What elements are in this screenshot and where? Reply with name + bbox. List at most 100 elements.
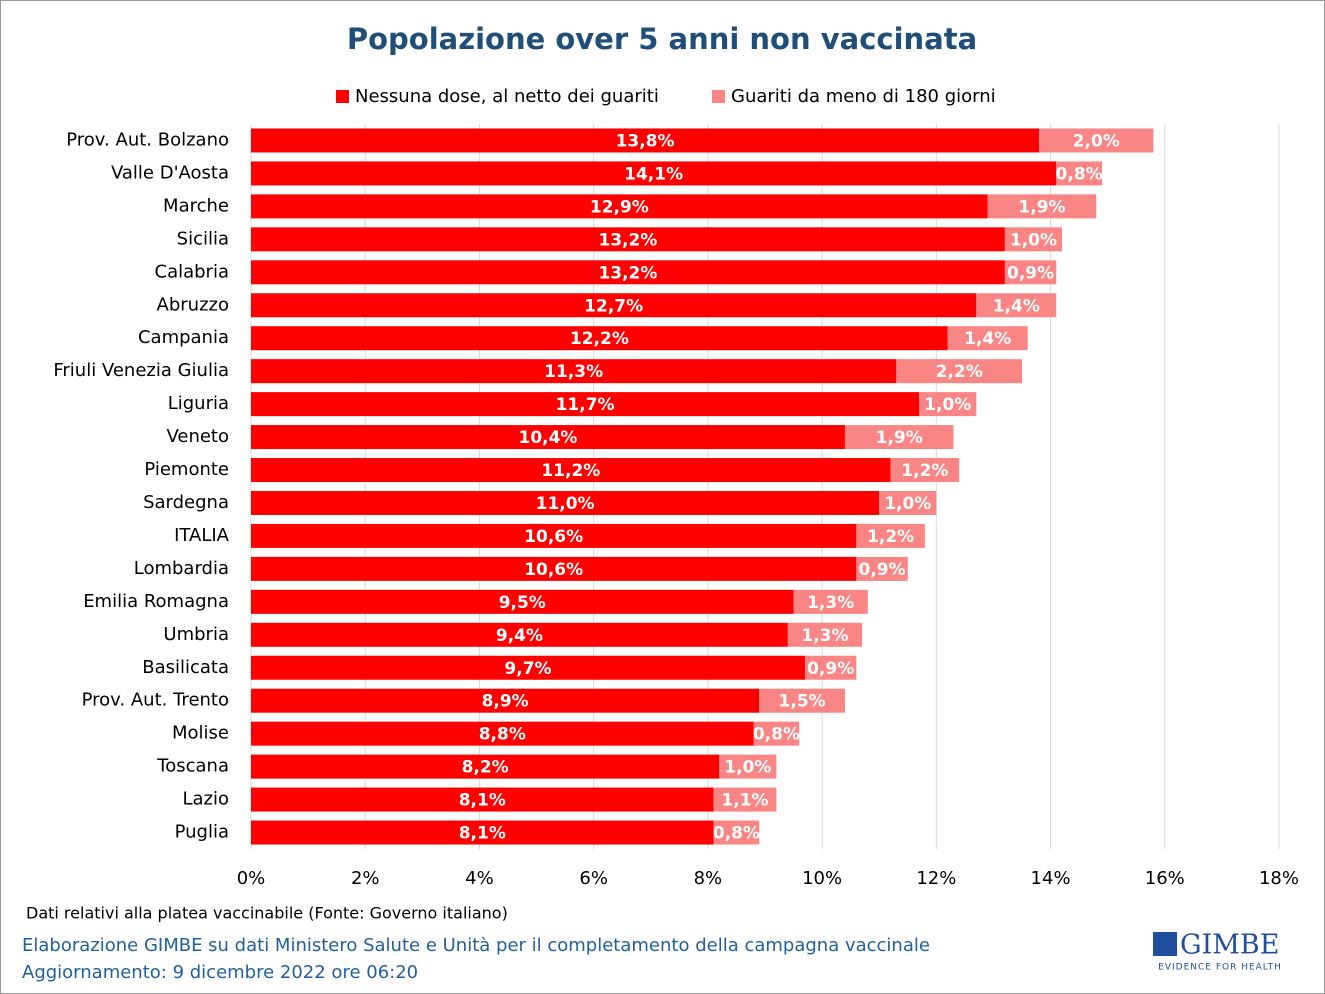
y-tick-label: Liguria <box>168 393 229 414</box>
bar-segment <box>856 523 925 548</box>
x-tick-label: 0% <box>237 868 266 889</box>
bar-segment <box>1004 260 1057 285</box>
bar-segment <box>793 589 868 614</box>
bar-segment <box>251 523 857 548</box>
data-label: 14,1% <box>624 164 683 184</box>
data-label: 2,0% <box>1073 131 1120 151</box>
bar-segment <box>251 260 1005 285</box>
bar-segment <box>251 326 948 351</box>
bar-segment <box>753 721 800 746</box>
bar-segment <box>879 490 937 515</box>
bar-segment <box>251 556 857 581</box>
legend-label: Guariti da meno di 180 giorni <box>731 86 996 107</box>
logo-tagline: EVIDENCE FOR HEALTH <box>1158 963 1282 973</box>
bar-segment <box>251 359 897 384</box>
bar-segment <box>251 622 788 647</box>
bar-segment <box>251 161 1057 186</box>
data-label: 1,3% <box>801 626 848 646</box>
bar-segment <box>251 754 720 779</box>
bar-segment <box>251 820 714 845</box>
bar-segment <box>251 655 805 680</box>
y-tick-label: Puglia <box>175 822 229 843</box>
y-tick-label: Lazio <box>182 789 229 810</box>
note: Dati relativi alla platea vaccinabile (F… <box>26 904 508 923</box>
note: Aggiornamento: 9 dicembre 2022 ore 06:20 <box>22 962 418 983</box>
y-tick-label: Veneto <box>166 426 229 447</box>
data-label: 0,9% <box>807 659 854 679</box>
data-label: 9,7% <box>504 659 551 679</box>
bar-segment <box>251 128 1040 153</box>
data-label: 8,1% <box>459 824 506 844</box>
legend-label: Nessuna dose, al netto dei guariti <box>355 86 659 107</box>
bar-segment <box>787 622 863 647</box>
bar-segment <box>251 688 760 713</box>
bar-segment <box>251 425 845 450</box>
data-label: 1,9% <box>876 428 923 448</box>
y-tick-label: Marche <box>163 195 229 216</box>
y-tick-label: Emilia Romagna <box>83 591 229 612</box>
bar-segment <box>251 194 988 219</box>
data-label: 11,2% <box>541 461 600 481</box>
y-tick-label: Umbria <box>163 624 229 645</box>
data-label: 8,2% <box>462 758 509 778</box>
data-label: 1,4% <box>993 296 1040 316</box>
data-label: 8,9% <box>482 692 529 712</box>
bar-segment <box>856 556 908 581</box>
x-tick-label: 8% <box>694 868 723 889</box>
data-label: 0,9% <box>1007 263 1054 283</box>
data-label: 1,4% <box>964 329 1011 349</box>
bar-segment <box>976 293 1057 318</box>
y-tick-label: ITALIA <box>174 525 230 546</box>
data-label: 11,3% <box>544 362 603 382</box>
data-label: 11,7% <box>556 395 615 415</box>
data-label: 12,7% <box>584 296 643 316</box>
bar-segment <box>759 688 845 713</box>
y-tick-label: Friuli Venezia Giulia <box>53 360 229 381</box>
data-label: 1,3% <box>807 593 854 613</box>
bar-segment <box>1039 128 1154 153</box>
bar-segment <box>804 655 857 680</box>
x-tick-label: 4% <box>465 868 494 889</box>
y-tick-label: Lombardia <box>134 558 229 579</box>
bar-segment <box>1056 161 1102 186</box>
x-tick-label: 18% <box>1259 868 1299 889</box>
y-tick-label: Abruzzo <box>157 294 229 315</box>
bar-segment <box>844 425 954 450</box>
data-label: 0,8% <box>1056 164 1103 184</box>
y-tick-label: Basilicata <box>142 657 229 678</box>
x-tick-label: 12% <box>916 868 956 889</box>
data-label: 1,9% <box>1018 197 1065 217</box>
data-label: 8,8% <box>479 725 526 745</box>
data-label: 8,1% <box>459 791 506 811</box>
data-label: 1,2% <box>901 461 948 481</box>
data-label: 13,8% <box>616 131 675 151</box>
y-tick-label: Calabria <box>155 261 230 282</box>
data-label: 1,0% <box>724 758 771 778</box>
note: Elaborazione GIMBE su dati Ministero Sal… <box>22 935 930 956</box>
bar-segment <box>251 490 880 515</box>
x-tick-label: 16% <box>1145 868 1185 889</box>
data-label: 10,6% <box>524 527 583 547</box>
data-label: 12,9% <box>590 197 649 217</box>
legend-swatch <box>712 90 725 103</box>
bar-segment <box>251 227 1005 252</box>
bar-segment <box>719 754 777 779</box>
data-label: 1,0% <box>884 494 931 514</box>
data-label: 9,4% <box>496 626 543 646</box>
bar-segment <box>947 326 1028 351</box>
bar-segment <box>896 359 1022 384</box>
data-label: 13,2% <box>598 230 657 250</box>
y-tick-label: Prov. Aut. Trento <box>82 690 229 711</box>
data-label: 1,5% <box>779 692 826 712</box>
logo: GIMBE EVIDENCE FOR HEALTH <box>1153 930 1282 973</box>
data-label: 0,8% <box>753 725 800 745</box>
x-tick-label: 2% <box>351 868 380 889</box>
bar-segment <box>251 721 754 746</box>
y-tick-label: Prov. Aut. Bolzano <box>66 129 229 150</box>
data-label: 1,1% <box>721 791 768 811</box>
y-tick-label: Sardegna <box>143 492 229 513</box>
logo-icon <box>1153 932 1177 956</box>
bar-segment <box>919 392 977 417</box>
x-tick-label: 10% <box>802 868 842 889</box>
bar-segment <box>251 787 714 812</box>
